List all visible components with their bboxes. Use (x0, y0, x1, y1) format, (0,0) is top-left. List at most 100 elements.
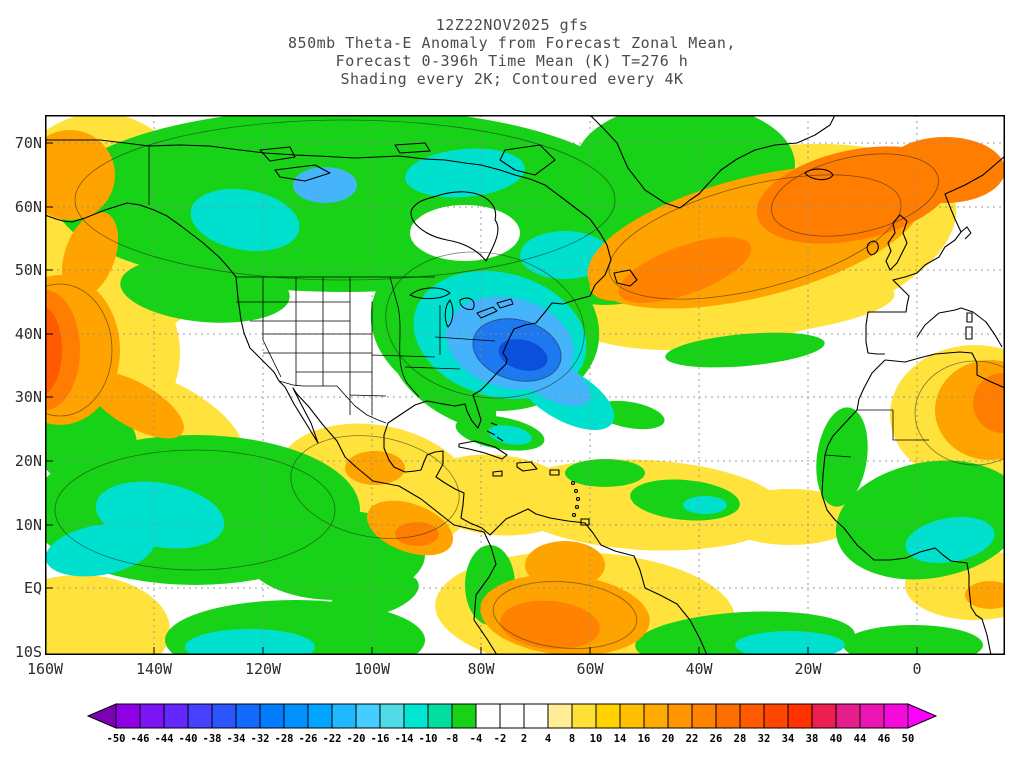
colorbar-label: 50 (902, 733, 915, 745)
coast-arctic-islands (259, 142, 556, 182)
colorbar-label: -14 (395, 733, 414, 745)
colorbar-label: 38 (806, 733, 819, 745)
colorbar-label: 44 (854, 733, 867, 745)
coast-africa-north (884, 351, 1005, 389)
coast-greenland (589, 115, 836, 209)
map-frame-border (45, 115, 1005, 655)
y-axis-label: 70N (14, 134, 42, 152)
colorbar-segment (331, 703, 357, 729)
colorbar-segment (859, 703, 885, 729)
africa-borders (824, 409, 929, 458)
coast-africa-west (821, 359, 992, 655)
colorbar-segment (691, 703, 717, 729)
x-axis-label: 100W (353, 660, 391, 678)
axis-ticks (45, 142, 918, 655)
coast-denmark (960, 226, 972, 240)
colorbar-label: -8 (446, 733, 459, 745)
y-axis-label: EQ (23, 579, 42, 597)
colorbar-label: -2 (494, 733, 507, 745)
x-axis-label: 20W (794, 660, 822, 678)
colorbar-label: 4 (545, 733, 551, 745)
colorbar-segment (163, 703, 189, 729)
colorbar-segment (739, 703, 765, 729)
colorbar-label: -10 (419, 733, 438, 745)
gridlines-layer (45, 115, 1005, 655)
coast-mediterranean-north (916, 307, 1003, 348)
colorbar-segment (883, 703, 909, 729)
colorbar-label: -50 (107, 733, 126, 745)
y-axis-label: 50N (14, 261, 42, 279)
colorbar-label: -32 (251, 733, 270, 745)
colorbar-label: 28 (734, 733, 747, 745)
x-axis-label: 160W (26, 660, 64, 678)
colorbar-segment (427, 703, 453, 729)
border-us-mexico (278, 380, 387, 424)
colorbar-segment (499, 703, 525, 729)
y-axis-label: 10S (14, 643, 42, 661)
colorbar-label: -28 (275, 733, 294, 745)
colorbar-segment (619, 703, 645, 729)
colorbar-label: -4 (470, 733, 483, 745)
colorbar-segment (475, 703, 501, 729)
colorbar-segment (787, 703, 813, 729)
colorbar-segment (187, 703, 213, 729)
colorbar-label: 8 (569, 733, 575, 745)
mississippi-river (396, 302, 420, 398)
colorbar-svg: -50 -46 -44 -40 -38 -34 -32 -28 -26 -22 -20 -16 -14-… (86, 703, 938, 745)
colorbar-label: -40 (179, 733, 198, 745)
colorbar-label: 14 (614, 733, 627, 745)
coast-cuba (458, 440, 508, 460)
colorbar-segment (211, 703, 237, 729)
plot-title-shading: Shading every 2K; Contoured every 4K (340, 70, 684, 88)
coast-ireland (866, 240, 879, 256)
coast-antilles-island (573, 488, 579, 494)
colorbar-segment (643, 703, 669, 729)
colorbar-label: 26 (710, 733, 723, 745)
colorbar-segment (139, 703, 165, 729)
coast-bahamas (486, 422, 504, 442)
y-axis-label: 60N (14, 198, 42, 216)
map-svg (45, 115, 1005, 655)
colorbar-segment (811, 703, 837, 729)
state-lines (236, 276, 496, 415)
colorbar-label: 46 (878, 733, 891, 745)
coast-antilles-island (571, 512, 577, 518)
colorbar-label: 34 (782, 733, 795, 745)
colorbar-label: 40 (830, 733, 843, 745)
x-axis-label: 0 (912, 660, 922, 678)
x-axis-label: 120W (244, 660, 282, 678)
coast-hispaniola (516, 461, 538, 472)
y-axis-label: 40N (14, 325, 42, 343)
y-axis-label: 10N (14, 516, 42, 534)
colorbar-label: 2 (521, 733, 527, 745)
colorbar-segment (403, 703, 429, 729)
coast-antilles-island (575, 496, 581, 502)
colorbar-label: -46 (131, 733, 150, 745)
coast-great-britain (885, 214, 908, 271)
y-axis-label: 30N (14, 388, 42, 406)
colorbar-label: -34 (227, 733, 246, 745)
x-axis-label: 140W (135, 660, 173, 678)
colorbar-segment (715, 703, 741, 729)
x-axis-label: 80W (467, 660, 495, 678)
colorbar-segment (259, 703, 285, 729)
coast-antilles-island (574, 504, 580, 510)
colorbar-segment (355, 703, 381, 729)
coast-mediterranean-islands (965, 312, 973, 340)
lakes-layer (409, 287, 514, 328)
plot-title-forecast: Forecast 0-396h Time Mean (K) T=276 h (335, 52, 689, 70)
coast-north-america-east (45, 139, 708, 655)
colorbar-label: 16 (638, 733, 651, 745)
colorbar-label: -20 (347, 733, 366, 745)
colorbar-segment (115, 703, 141, 729)
borders-layer (148, 146, 929, 458)
colorbar-label: 20 (662, 733, 675, 745)
colorbar-segment (547, 703, 573, 729)
colorbar-segment (571, 703, 597, 729)
x-axis-label: 60W (576, 660, 604, 678)
colorbar-segment (379, 703, 405, 729)
coast-puerto-rico (549, 469, 560, 476)
coastlines-layer (45, 115, 1005, 655)
x-axis-label: 40W (685, 660, 713, 678)
